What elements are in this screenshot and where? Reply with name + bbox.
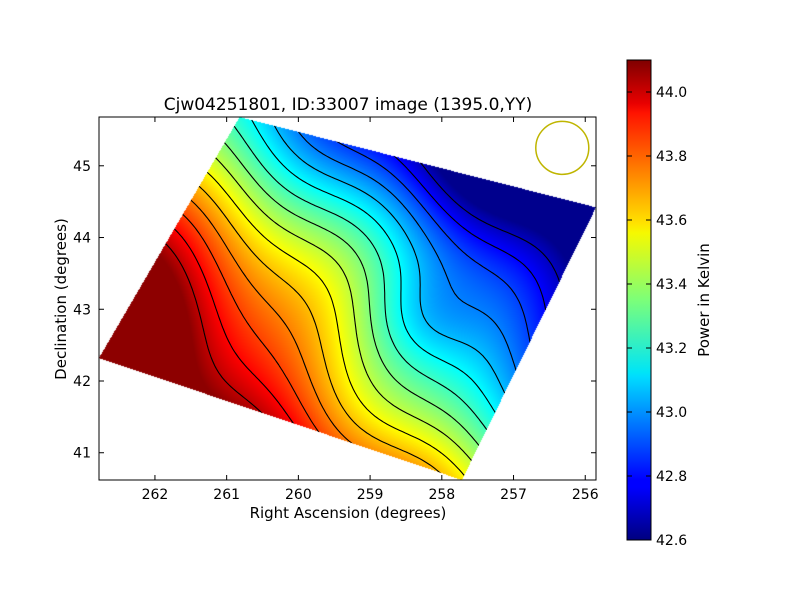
x-tick-label: 256 (572, 487, 599, 503)
x-axis: 262 261 260 259 258 257 256 (142, 117, 599, 503)
colorbar-label: Power in Kelvin (695, 243, 713, 357)
colorbar-tick-label: 44.0 (656, 85, 687, 101)
y-tick-label: 43 (73, 302, 91, 318)
x-axis-label: Right Ascension (degrees) (250, 504, 447, 522)
y-tick-label: 45 (73, 159, 91, 175)
x-tick-label: 262 (142, 487, 169, 503)
colorbar-tick-label: 43.2 (656, 341, 687, 357)
colorbar-tick-label: 43.4 (656, 277, 687, 293)
beam-circle (535, 120, 590, 176)
x-tick-label: 258 (428, 487, 455, 503)
plot-frame (98, 116, 597, 481)
x-tick-label: 260 (285, 487, 312, 503)
y-tick-label: 41 (73, 446, 91, 462)
colorbar-gradient (626, 59, 652, 541)
colorbar-tick-label: 42.8 (656, 469, 687, 485)
colorbar-ticks: 42.6 42.8 43.0 43.2 43.4 43.6 43.8 44.0 (627, 85, 687, 549)
colorbar-tick-label: 43.6 (656, 213, 687, 229)
y-axis-label: Declination (degrees) (52, 218, 70, 380)
y-axis: 41 42 43 44 45 (73, 159, 596, 462)
colorbar-tick-label: 43.0 (656, 405, 687, 421)
x-tick-label: 259 (357, 487, 384, 503)
chart-title: Cjw04251801, ID:33007 image (1395.0,YY) (164, 95, 532, 115)
colorbar-tick-label: 42.6 (656, 533, 687, 549)
x-tick-label: 257 (500, 487, 527, 503)
colorbar-tick-label: 43.8 (656, 149, 687, 165)
plot-area (99, 117, 596, 480)
colorbar: 42.6 42.8 43.0 43.2 43.4 43.6 43.8 44.0 Power i… (626, 59, 713, 549)
y-tick-label: 42 (73, 374, 91, 390)
x-tick-label: 261 (213, 487, 240, 503)
y-tick-label: 44 (73, 231, 91, 247)
